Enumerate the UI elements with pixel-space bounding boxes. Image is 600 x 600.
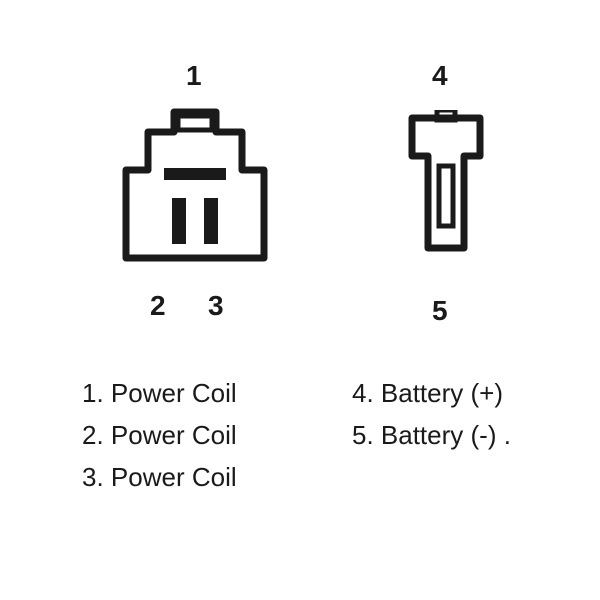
pin-label-4: 4 xyxy=(432,60,448,92)
legend-right-1: 4. Battery (+) xyxy=(352,378,503,409)
legend-left-1: 1. Power Coil xyxy=(82,378,237,409)
pin-label-1: 1 xyxy=(186,60,202,92)
connector-a-icon xyxy=(120,108,270,264)
connector-b-icon xyxy=(406,110,486,256)
pin-label-2: 2 xyxy=(150,290,166,322)
legend-left-3: 3. Power Coil xyxy=(82,462,237,493)
pinout-diagram: 1 4 2 3 5 1. Power Coil 2. Power Coil 3.… xyxy=(0,0,600,600)
pin-label-5: 5 xyxy=(432,295,448,327)
legend-left-2: 2. Power Coil xyxy=(82,420,237,451)
pin-label-3: 3 xyxy=(208,290,224,322)
legend-right-2: 5. Battery (-) . xyxy=(352,420,511,451)
